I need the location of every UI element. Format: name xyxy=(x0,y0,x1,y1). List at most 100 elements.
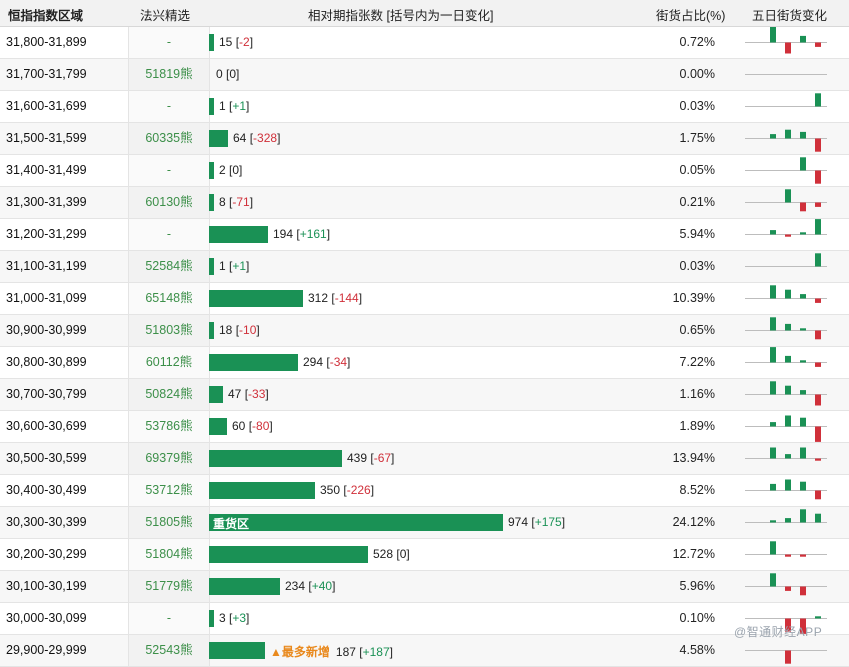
pick-cell: - xyxy=(128,603,210,634)
value-text: 2 [0] xyxy=(219,163,242,177)
spark-bar xyxy=(785,289,791,299)
pct-cell: 4.58% xyxy=(679,643,715,657)
bar-label: 重货区 xyxy=(213,517,250,531)
spark-bar xyxy=(770,541,776,555)
value-bar xyxy=(209,226,268,243)
pick-cell[interactable]: 52584熊 xyxy=(128,251,210,282)
spark-bar xyxy=(815,93,821,107)
spark-bar xyxy=(785,415,791,427)
value-text: 0 [0] xyxy=(216,67,239,81)
pick-cell[interactable]: 60130熊 xyxy=(128,187,210,218)
range-cell: 30,400-30,499 xyxy=(6,483,87,497)
header-five-day: 五日街货变化 xyxy=(752,9,828,23)
pick-cell[interactable]: 69379熊 xyxy=(128,443,210,474)
five-day-chart xyxy=(745,616,827,634)
spark-bar xyxy=(815,458,821,461)
value-text: 350 [-226] xyxy=(320,483,374,497)
pick-cell[interactable]: 65148熊 xyxy=(128,283,210,314)
range-cell: 30,200-30,299 xyxy=(6,547,87,561)
value-number: 194 xyxy=(273,227,297,241)
spark-bar xyxy=(770,134,776,139)
pct-cell: 0.72% xyxy=(679,35,715,49)
pick-cell[interactable]: 51805熊 xyxy=(128,507,210,538)
pct-cell: 12.72% xyxy=(672,547,715,561)
range-cell: 30,100-30,199 xyxy=(6,579,87,593)
pick-cell[interactable]: 53786熊 xyxy=(128,411,210,442)
range-cell: 31,500-31,599 xyxy=(6,131,87,145)
value-text: 312 [-144] xyxy=(308,291,362,305)
value-number: 18 xyxy=(219,323,236,337)
value-number: 187 xyxy=(335,645,360,659)
value-bar xyxy=(209,98,214,115)
spark-bar xyxy=(800,618,806,634)
spark-bar xyxy=(815,490,821,500)
value-number: 1 xyxy=(219,99,230,113)
value-text: 47 [-33] xyxy=(228,387,269,401)
pick-cell[interactable]: 53712熊 xyxy=(128,475,210,506)
spark-bar xyxy=(800,481,806,491)
spark-bar xyxy=(815,138,821,152)
value-bar xyxy=(209,162,214,179)
pick-cell[interactable]: 50824熊 xyxy=(128,379,210,410)
five-day-chart xyxy=(745,157,827,184)
pick-cell[interactable]: 51779熊 xyxy=(128,571,210,602)
pick-cell[interactable]: 51819熊 xyxy=(128,59,210,90)
change-value: [-33] xyxy=(244,387,269,401)
spark-bar xyxy=(770,381,776,395)
value-number: 312 xyxy=(308,291,332,305)
table-row: 30,100-30,199 51779熊 234 [+40] 5.96% xyxy=(0,571,849,603)
pick-cell: - xyxy=(128,27,210,58)
range-cell: 30,300-30,399 xyxy=(6,515,87,529)
change-value: [-71] xyxy=(229,195,254,209)
pct-cell: 24.12% xyxy=(672,515,715,529)
spark-bar xyxy=(800,360,806,363)
table-row: 30,200-30,299 51804熊 528 [0] 12.72% xyxy=(0,539,849,571)
value-bar xyxy=(209,130,228,147)
pct-cell: 0.65% xyxy=(679,323,715,337)
range-cell: 31,400-31,499 xyxy=(6,163,87,177)
range-cell: 30,900-30,999 xyxy=(6,323,87,337)
spark-bar xyxy=(800,328,806,331)
spark-bar xyxy=(815,298,821,303)
pick-cell[interactable]: 51804熊 xyxy=(128,539,210,570)
pick-cell[interactable]: 60335熊 xyxy=(128,123,210,154)
pick-cell[interactable]: 60112熊 xyxy=(128,347,210,378)
spark-bar xyxy=(800,294,806,299)
pct-cell: 1.75% xyxy=(679,131,715,145)
five-day-chart xyxy=(745,509,827,523)
table-row: 30,900-30,999 51803熊 18 [-10] 0.65% xyxy=(0,315,849,347)
pick-cell[interactable]: 51803熊 xyxy=(128,315,210,346)
pct-cell: 1.16% xyxy=(679,387,715,401)
value-number: 350 xyxy=(320,483,344,497)
spark-bar xyxy=(770,520,776,523)
pct-cell: 8.52% xyxy=(679,483,715,497)
pick-cell[interactable]: 52543熊 xyxy=(128,635,210,666)
range-cell: 30,600-30,699 xyxy=(6,419,87,433)
value-text: 1 [+1] xyxy=(219,99,249,113)
pct-cell: 5.96% xyxy=(679,579,715,593)
value-bar xyxy=(209,450,342,467)
pct-cell: 0.03% xyxy=(679,99,715,113)
value-bar xyxy=(209,418,227,435)
spark-bar xyxy=(800,157,806,171)
table-header: 恒指指数区域 法兴精选 相对期指张数 [括号内为一日变化] 街货占比(%) 五日… xyxy=(0,0,849,27)
spark-bar xyxy=(785,189,791,203)
range-cell: 30,500-30,599 xyxy=(6,451,87,465)
spark-bar xyxy=(815,253,821,267)
header-range: 恒指指数区域 xyxy=(8,9,84,23)
header-pct: 街货占比(%) xyxy=(656,9,726,23)
value-bar xyxy=(209,34,214,51)
spark-bar xyxy=(815,170,821,184)
pct-cell: 0.10% xyxy=(679,611,715,625)
change-value: [+161] xyxy=(296,227,331,241)
spark-bar xyxy=(785,454,791,459)
value-bar xyxy=(209,610,214,627)
spark-bar xyxy=(770,483,776,491)
value-number: 528 xyxy=(373,547,397,561)
spark-bar xyxy=(770,447,776,459)
spark-bar xyxy=(815,513,821,523)
new-tag: ▲最多新增 xyxy=(270,645,330,659)
five-day-chart xyxy=(745,447,827,461)
value-text: 234 [+40] xyxy=(285,579,335,593)
five-day-chart xyxy=(745,317,827,340)
